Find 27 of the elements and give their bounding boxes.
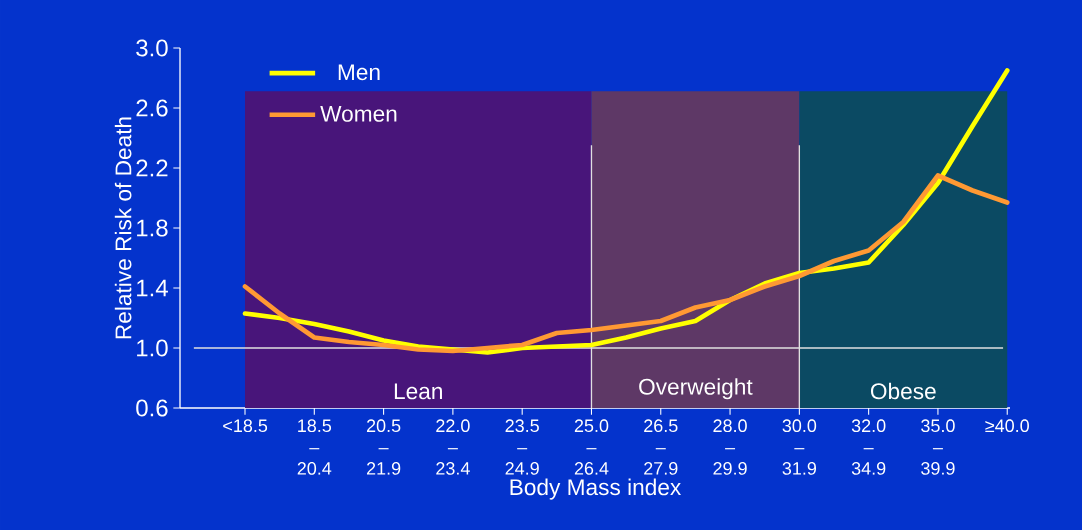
x-tick-label: 30.0 – 31.9 (782, 419, 817, 475)
x-tick-label: 32.0 – 34.9 (851, 419, 886, 475)
x-tick-label: 35.0 – 39.9 (921, 419, 955, 475)
band-label: Obese (870, 382, 936, 400)
y-tick-label: 3.0 (136, 39, 168, 57)
y-tick-label: 2.2 (136, 159, 168, 177)
x-tick-label: ≥40.0 (985, 419, 1029, 433)
y-tick-label: 1.0 (137, 339, 168, 357)
y-tick-label: 1.4 (137, 279, 168, 297)
x-tick-label: 23.5 – 24.9 (505, 419, 539, 475)
legend-label: Men (338, 64, 380, 81)
x-tick-label: 22.0 – 23.4 (436, 419, 470, 475)
y-tick-label: 0.6 (136, 399, 168, 417)
x-tick-label: 18.5 – 20.4 (297, 419, 332, 475)
x-axis-title: Body Mass index (510, 478, 682, 500)
y-axis-title: Relative Risk of Death (114, 117, 132, 339)
y-tick-label: 1.8 (137, 219, 168, 237)
x-tick-label: <18.5 (223, 419, 268, 433)
y-tick-label: 2.6 (136, 99, 168, 117)
x-tick-label: 26.5 – 27.9 (644, 419, 678, 475)
x-tick-label: 28.0 – 29.9 (713, 419, 747, 475)
band-label: Overweight (639, 378, 753, 400)
x-tick-label: 20.5 – 21.9 (366, 419, 401, 475)
band-label: Lean (394, 383, 442, 400)
legend-label: Women (320, 105, 397, 122)
x-tick-label: 25.0 – 26.4 (574, 419, 609, 475)
line-series (242, 173, 1010, 354)
